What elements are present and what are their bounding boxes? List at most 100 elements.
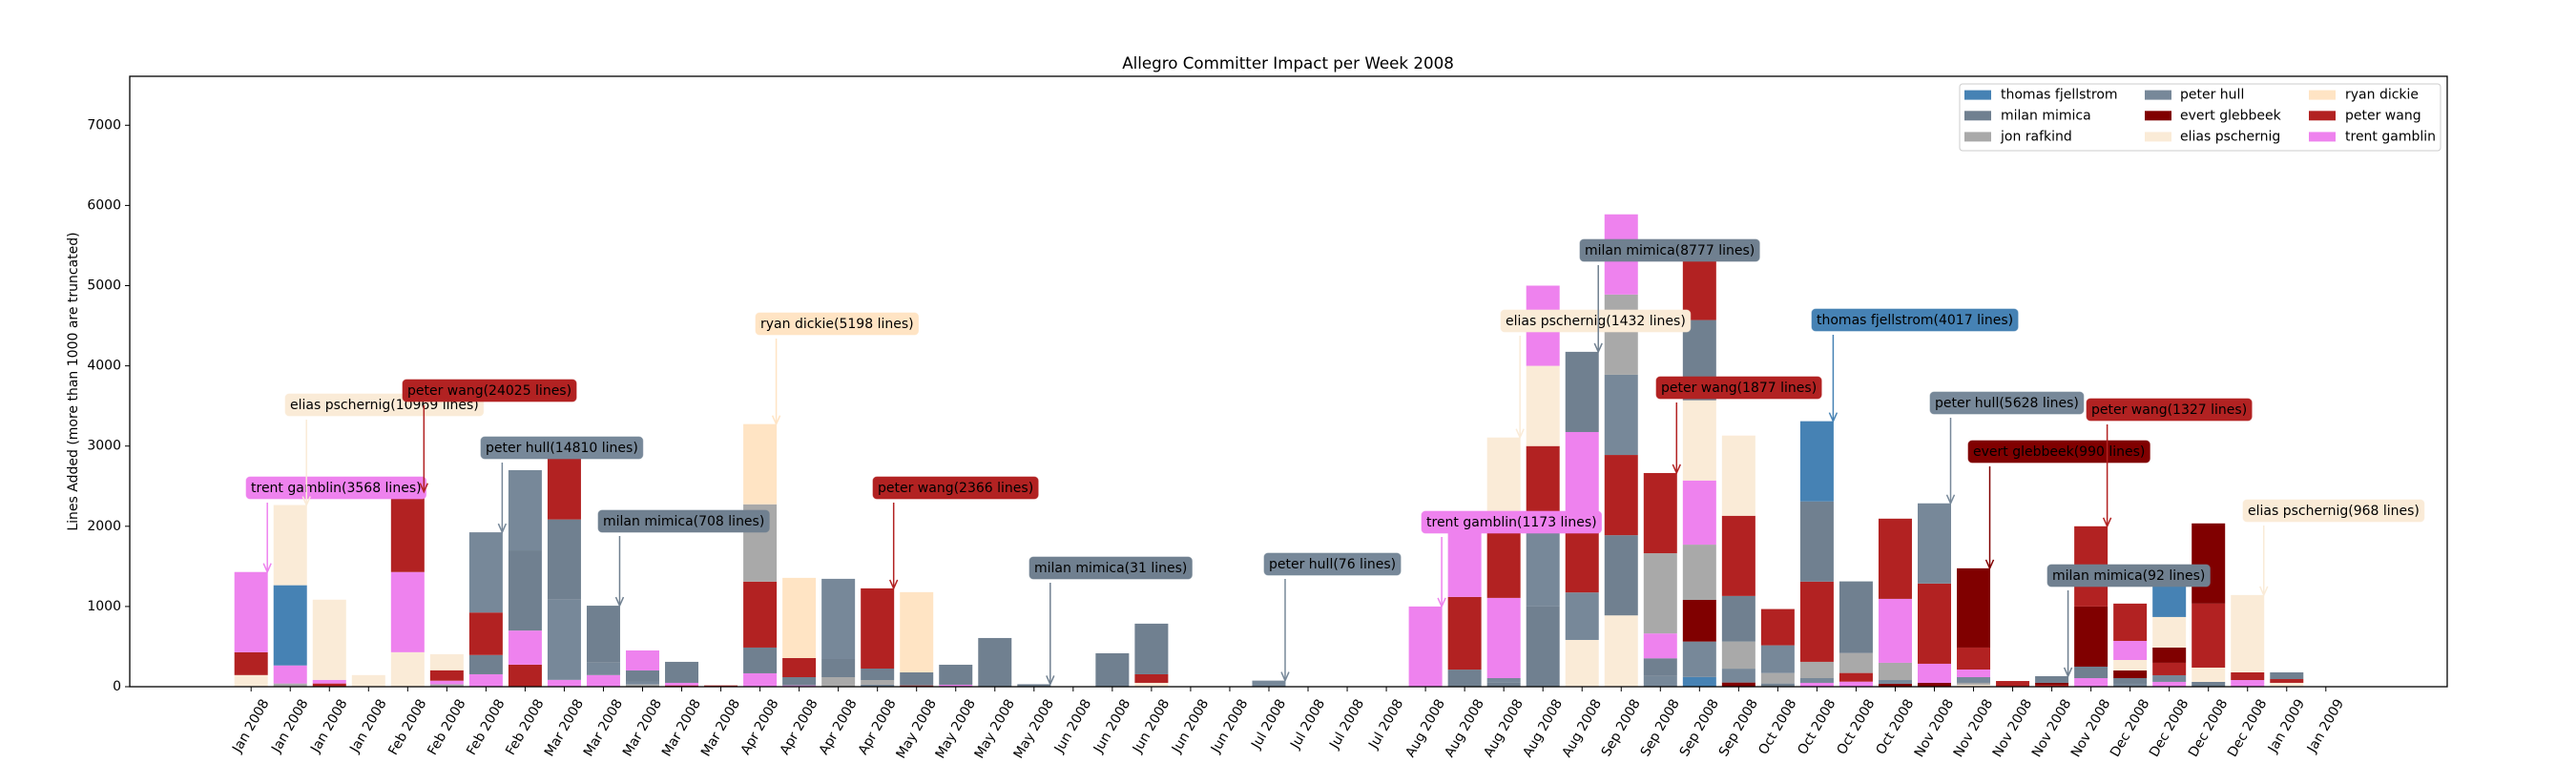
annotation-label: peter hull(76 lines) — [1269, 557, 1396, 572]
legend-item: thomas fjellstrom — [1964, 88, 2118, 103]
arrowhead-icon — [1828, 412, 1839, 423]
annotation-label: evert glebbeek(990 lines) — [1973, 444, 2145, 460]
bar-segment — [1682, 676, 1716, 687]
legend-swatch — [1964, 111, 1991, 121]
bar-segment — [861, 668, 895, 681]
legend-label: peter hull — [2180, 88, 2244, 103]
annotation-box — [2086, 398, 2253, 422]
bar-segment — [1721, 595, 1755, 642]
bar-segment — [1957, 670, 1991, 677]
legend-label: evert glebbeek — [2180, 108, 2282, 123]
bar-segment — [2113, 670, 2148, 678]
bar-segment — [1760, 645, 1795, 673]
legend-item: milan mimica — [1964, 108, 2091, 123]
bar-segment — [939, 684, 973, 687]
bar-segment — [821, 578, 856, 659]
arrowhead-icon — [771, 415, 781, 426]
bar-segment — [2035, 682, 2069, 685]
bar-segment — [2270, 682, 2304, 687]
annotation: milan mimica(31 lines) — [1028, 556, 1193, 687]
bar-segment — [1252, 680, 1286, 687]
annotation: ryan dickie(5198 lines) — [755, 312, 920, 426]
bar-segment — [782, 676, 817, 686]
annotation-box — [1263, 552, 1402, 576]
bar-segment — [1721, 682, 1755, 687]
annotation-label: peter wang(2366 lines) — [878, 481, 1033, 496]
bar-stack — [234, 571, 268, 687]
bar-segment — [1799, 661, 1834, 678]
arrowhead-icon — [497, 523, 508, 534]
y-tick-label: 0 — [113, 679, 121, 694]
bar-segment — [1760, 608, 1795, 646]
annotation-box — [2046, 564, 2211, 588]
annotation: milan mimica(8777 lines) — [1579, 238, 1760, 354]
bar-segment — [1918, 682, 1951, 687]
bar-segment — [1682, 480, 1716, 546]
bar-stack — [390, 491, 425, 687]
bar-segment — [2074, 678, 2109, 687]
bar-segment — [1526, 606, 1560, 687]
bar-segment — [1682, 641, 1716, 677]
bar-segment — [351, 674, 385, 687]
bar-stack — [821, 578, 856, 687]
bar-segment — [586, 674, 620, 687]
annotation-label: peter wang(1877 lines) — [1661, 381, 1817, 396]
bar-segment — [1565, 351, 1599, 432]
legend-item: jon rafkind — [1964, 129, 2072, 144]
bar-segment — [1878, 683, 1912, 687]
bar-segment — [665, 661, 699, 683]
bar-segment — [2270, 679, 2304, 683]
bar-segment — [2152, 681, 2187, 687]
bar-segment — [978, 637, 1012, 687]
bar-segment — [2113, 640, 2148, 660]
legend-swatch — [2145, 132, 2171, 142]
bar-segment — [1918, 503, 1951, 584]
bar-segment — [2270, 671, 2304, 680]
bar-stack — [1526, 285, 1560, 687]
bar-segment — [1799, 682, 1834, 687]
y-tick-label: 6000 — [87, 197, 121, 213]
bar-segment — [1486, 682, 1521, 687]
annotation-box — [1811, 308, 2019, 332]
arrowhead-icon — [1515, 428, 1525, 440]
arrowhead-icon — [2259, 586, 2269, 597]
arrowhead-icon — [1984, 559, 1995, 570]
bar-segment — [273, 585, 307, 666]
bar-stack — [939, 664, 973, 687]
bar-segment — [626, 650, 659, 671]
bar-segment — [1682, 600, 1716, 642]
bar-segment — [429, 684, 464, 687]
bar-segment — [1447, 596, 1482, 670]
bar-segment — [234, 674, 268, 687]
bar-stack — [468, 532, 503, 687]
bar-segment — [1565, 639, 1599, 687]
bar-stack — [1095, 652, 1130, 687]
bar-segment — [312, 683, 346, 687]
annotation: elias pschernig(968 lines) — [2242, 499, 2425, 597]
annotation-box — [1579, 238, 1760, 262]
bar-segment — [586, 662, 620, 675]
bar-segment — [1839, 681, 1873, 687]
bar-segment — [1957, 676, 1991, 683]
legend-label: jon rafkind — [2000, 129, 2072, 144]
bar-segment — [626, 681, 659, 685]
bar-segment — [1604, 455, 1638, 536]
bar-segment — [1134, 673, 1169, 683]
annotation: elias pschernig(1432 lines) — [1500, 309, 1692, 440]
annotation: thomas fjellstrom(4017 lines) — [1811, 308, 2019, 423]
bar-segment — [1721, 641, 1755, 670]
bar-segment — [1095, 652, 1130, 687]
annotation-box — [1421, 510, 1603, 534]
bar-stack — [429, 653, 464, 687]
bar-segment — [1682, 400, 1716, 481]
bar-segment — [2035, 684, 2069, 687]
y-tick-label: 7000 — [87, 117, 121, 133]
bar-segment — [1565, 592, 1599, 640]
annotation-box — [1967, 440, 2150, 464]
bar-segment — [743, 423, 778, 505]
bar-segment — [547, 519, 581, 600]
annotation-label: elias pschernig(968 lines) — [2248, 504, 2420, 519]
bar-segment — [547, 599, 581, 680]
arrowhead-icon — [1280, 671, 1290, 683]
